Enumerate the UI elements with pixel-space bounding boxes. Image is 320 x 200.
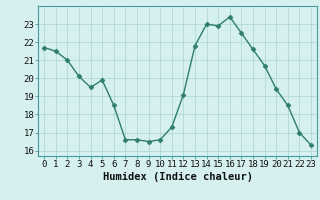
X-axis label: Humidex (Indice chaleur): Humidex (Indice chaleur) <box>103 172 252 182</box>
